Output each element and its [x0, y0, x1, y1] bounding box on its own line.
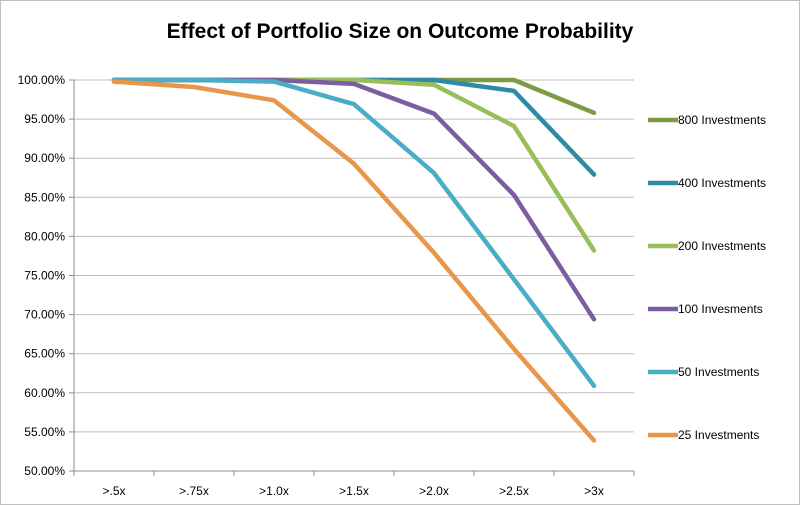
- series-lines: [111, 77, 597, 443]
- y-tick-label: 50.00%: [24, 464, 65, 478]
- x-tick-label: >3x: [584, 484, 604, 498]
- series-line: [111, 77, 597, 389]
- y-tick-label: 75.00%: [24, 269, 65, 283]
- axes: [69, 79, 635, 476]
- x-axis-ticks: >.5x >.75x >1.0x >1.5x >2.0x >2.5x >3x: [102, 484, 603, 498]
- y-tick-label: 55.00%: [24, 425, 65, 439]
- legend-label: 800 Investments: [678, 113, 766, 127]
- legend-label: 400 Investments: [678, 176, 766, 190]
- y-tick-label: 95.00%: [24, 112, 65, 126]
- series-line: [111, 79, 597, 443]
- legend-label: 50 Investments: [678, 365, 759, 379]
- y-tick-label: 80.00%: [24, 229, 65, 243]
- chart-title: Effect of Portfolio Size on Outcome Prob…: [167, 20, 634, 43]
- y-axis-ticks: 50.00% 55.00% 60.00% 65.00% 70.00% 75.00% 80.0…: [18, 73, 66, 478]
- series-line: [111, 77, 597, 322]
- y-tick-label: 70.00%: [24, 308, 65, 322]
- gridlines: [74, 79, 634, 433]
- x-tick-label: >.5x: [102, 484, 125, 498]
- legend-label: 100 Invesments: [678, 302, 763, 316]
- x-tick-label: >1.5x: [339, 484, 369, 498]
- legend: 800 Investments 400 Investments 200 Invest…: [648, 113, 766, 442]
- legend-label: 25 Investments: [678, 428, 759, 442]
- legend-label: 200 Investments: [678, 239, 766, 253]
- y-tick-label: 100.00%: [18, 73, 66, 87]
- y-tick-label: 85.00%: [24, 190, 65, 204]
- x-tick-label: >2.5x: [499, 484, 529, 498]
- y-tick-label: 90.00%: [24, 151, 65, 165]
- x-tick-label: >1.0x: [259, 484, 289, 498]
- y-tick-label: 60.00%: [24, 386, 65, 400]
- x-tick-label: >2.0x: [419, 484, 449, 498]
- y-tick-label: 65.00%: [24, 347, 65, 361]
- series-line: [111, 77, 597, 177]
- x-tick-label: >.75x: [179, 484, 209, 498]
